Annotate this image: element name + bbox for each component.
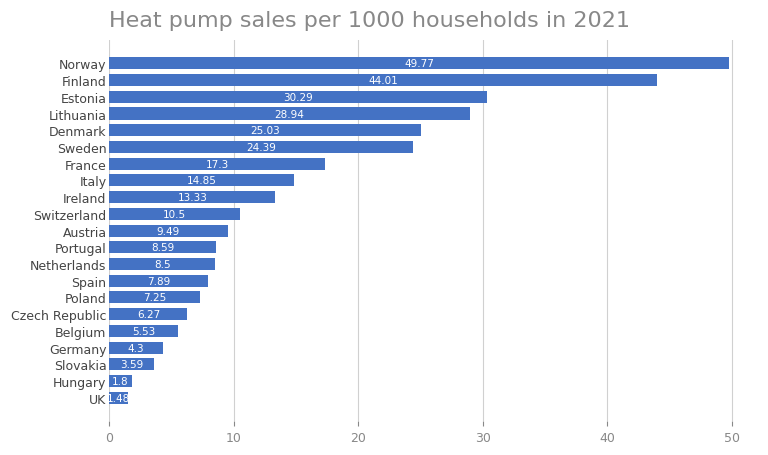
Text: 1.48: 1.48: [107, 393, 131, 403]
Text: 13.33: 13.33: [177, 193, 207, 202]
Text: 30.29: 30.29: [283, 92, 313, 102]
Bar: [109, 292, 200, 304]
Text: 8.5: 8.5: [154, 259, 170, 269]
Bar: [109, 275, 207, 287]
Text: 10.5: 10.5: [163, 209, 187, 219]
Bar: [109, 192, 276, 204]
Bar: [109, 242, 217, 254]
Bar: [109, 108, 470, 120]
Text: 25.03: 25.03: [250, 126, 280, 136]
Text: 17.3: 17.3: [206, 159, 229, 169]
Bar: [109, 325, 178, 337]
Text: Heat pump sales per 1000 households in 2021: Heat pump sales per 1000 households in 2…: [109, 11, 631, 31]
Bar: [109, 375, 132, 387]
Text: 5.53: 5.53: [132, 326, 155, 336]
Text: 1.8: 1.8: [112, 376, 129, 386]
Bar: [109, 91, 487, 104]
Text: 7.25: 7.25: [143, 293, 166, 303]
Text: 28.94: 28.94: [275, 109, 304, 119]
Bar: [109, 225, 227, 237]
Text: 24.39: 24.39: [247, 143, 276, 152]
Text: 8.59: 8.59: [151, 243, 174, 253]
Bar: [109, 75, 657, 87]
Text: 3.59: 3.59: [120, 359, 144, 369]
Text: 44.01: 44.01: [369, 76, 399, 86]
Text: 7.89: 7.89: [147, 276, 170, 286]
Bar: [109, 392, 127, 404]
Bar: [109, 308, 187, 320]
Bar: [109, 258, 215, 270]
Bar: [109, 208, 240, 220]
Text: 4.3: 4.3: [127, 343, 144, 353]
Bar: [109, 142, 413, 154]
Text: 49.77: 49.77: [404, 59, 434, 69]
Bar: [109, 359, 154, 370]
Bar: [109, 175, 294, 187]
Bar: [109, 58, 729, 70]
Text: 6.27: 6.27: [137, 309, 160, 319]
Bar: [109, 125, 421, 137]
Bar: [109, 342, 163, 354]
Text: 14.85: 14.85: [187, 176, 217, 186]
Text: 9.49: 9.49: [157, 226, 180, 236]
Bar: [109, 158, 325, 170]
